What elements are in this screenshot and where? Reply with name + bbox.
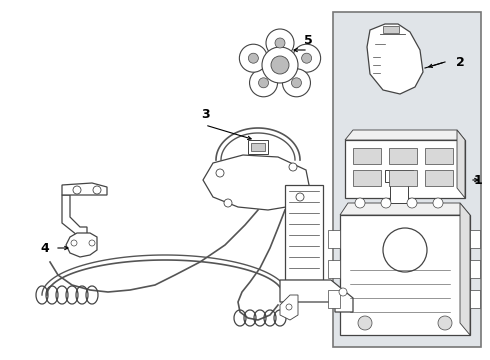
Bar <box>470 290 480 308</box>
Text: 3: 3 <box>201 108 209 122</box>
Circle shape <box>438 316 452 330</box>
Text: 5: 5 <box>304 33 313 46</box>
Circle shape <box>93 186 101 194</box>
Circle shape <box>248 53 258 63</box>
Circle shape <box>266 29 294 57</box>
Bar <box>383 26 399 33</box>
Circle shape <box>89 240 95 246</box>
Circle shape <box>73 186 81 194</box>
Circle shape <box>262 47 298 83</box>
Circle shape <box>286 304 292 310</box>
Bar <box>390 180 408 203</box>
Bar <box>353 170 381 186</box>
Circle shape <box>259 78 269 88</box>
Bar <box>389 170 417 186</box>
Circle shape <box>358 316 372 330</box>
Bar <box>425 148 453 164</box>
Bar <box>333 12 481 347</box>
Circle shape <box>296 193 304 201</box>
Polygon shape <box>457 130 465 198</box>
Circle shape <box>293 44 320 72</box>
Text: 1: 1 <box>474 174 482 186</box>
Circle shape <box>289 163 297 171</box>
Bar <box>389 148 417 164</box>
Bar <box>470 230 480 248</box>
Polygon shape <box>66 233 97 257</box>
Bar <box>328 290 340 308</box>
Polygon shape <box>62 195 87 235</box>
Circle shape <box>249 69 277 97</box>
Polygon shape <box>280 295 298 320</box>
Circle shape <box>275 38 285 48</box>
Circle shape <box>339 288 347 296</box>
Polygon shape <box>62 183 107 195</box>
Circle shape <box>240 44 268 72</box>
Text: 4: 4 <box>41 242 49 255</box>
Bar <box>248 140 268 154</box>
Polygon shape <box>345 130 465 140</box>
Circle shape <box>433 198 443 208</box>
Bar <box>353 148 381 164</box>
Circle shape <box>407 198 417 208</box>
Circle shape <box>271 56 289 74</box>
Bar <box>470 260 480 278</box>
Bar <box>340 215 470 335</box>
Polygon shape <box>203 155 310 210</box>
Bar <box>285 185 323 280</box>
Circle shape <box>302 53 312 63</box>
Bar <box>328 260 340 278</box>
Circle shape <box>224 199 232 207</box>
Bar <box>328 230 340 248</box>
Polygon shape <box>340 203 470 215</box>
Bar <box>345 140 465 198</box>
Circle shape <box>381 198 391 208</box>
Circle shape <box>282 69 311 97</box>
Polygon shape <box>367 24 423 94</box>
Polygon shape <box>460 203 470 335</box>
Circle shape <box>383 228 427 272</box>
Circle shape <box>71 240 77 246</box>
Bar <box>425 170 453 186</box>
Circle shape <box>216 169 224 177</box>
Bar <box>385 170 413 182</box>
Bar <box>251 143 265 151</box>
Circle shape <box>355 198 365 208</box>
Circle shape <box>292 78 301 88</box>
Polygon shape <box>280 280 353 312</box>
Text: 2: 2 <box>456 55 465 68</box>
